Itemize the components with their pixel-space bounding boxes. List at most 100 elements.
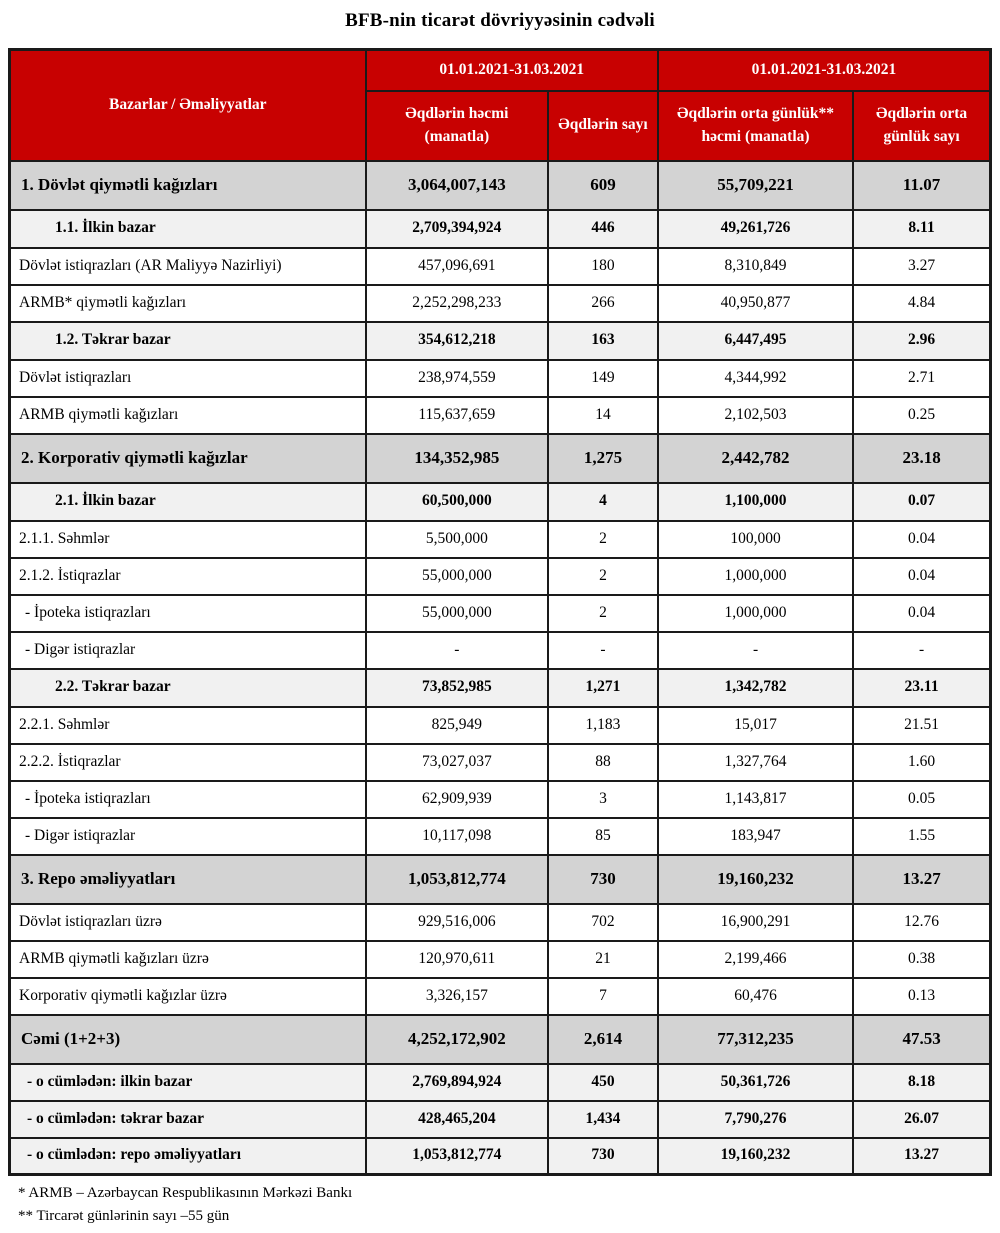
row-value: 4,344,992	[656, 358, 855, 398]
page-title: BFB-nin ticarət dövriyyəsinin cədvəli	[345, 10, 655, 31]
row-value: 0.07	[852, 481, 992, 522]
row-label: ARMB qiymətli kağızları üzrə	[8, 939, 367, 979]
row-value: 11.07	[852, 159, 992, 211]
row-value: 0.13	[852, 976, 992, 1016]
row-value: 3	[547, 779, 659, 819]
row-label: - İpoteka istiqrazları	[8, 779, 367, 819]
row-value: 6,447,495	[656, 320, 855, 361]
row-value: 1,327,764	[656, 742, 855, 782]
table-row: 2.1.1. Səhmlər 5,500,000 2 100,000 0.04	[8, 519, 992, 559]
column-header-avg-daily-count: Əqdlərin orta günlük sayı	[852, 89, 992, 162]
table-row: 2. Korporativ qiymətli kağızlar 134,352,9…	[8, 432, 992, 484]
row-value: 8,310,849	[656, 246, 855, 286]
row-value: 2	[547, 519, 659, 559]
row-value: 4,252,172,902	[364, 1013, 550, 1065]
row-value: 238,974,559	[364, 358, 550, 398]
row-value: 19,160,232	[656, 1136, 855, 1176]
row-value: 8.11	[852, 208, 992, 249]
row-value: 19,160,232	[656, 853, 855, 905]
row-value: 5,500,000	[364, 519, 550, 559]
row-value: 73,027,037	[364, 742, 550, 782]
row-label: 1.2. Təkrar bazar	[8, 320, 367, 361]
row-value: 77,312,235	[656, 1013, 855, 1065]
table-row: 2.1. İlkin bazar 60,500,000 4 1,100,000 0.07	[8, 481, 992, 522]
row-value: 1,053,812,774	[364, 853, 550, 905]
row-value: 2,614	[547, 1013, 659, 1065]
row-value: -	[852, 630, 992, 670]
row-value: 183,947	[656, 816, 855, 856]
footnote-armb: * ARMB – Azərbaycan Respublikasının Mərk…	[18, 1185, 353, 1201]
row-label: 1. Dövlət qiymətli kağızları	[8, 159, 367, 211]
row-value: 149	[547, 358, 659, 398]
row-label: 3. Repo əməliyyatları	[8, 853, 367, 905]
row-label: 2.1. İlkin bazar	[8, 481, 367, 522]
row-value: 2.96	[852, 320, 992, 361]
row-value: 3.27	[852, 246, 992, 286]
header-columns-row: Əqdlərin həcmi (manatla) Əqdlərin sayı Ə…	[10, 89, 992, 162]
row-value: 730	[547, 853, 659, 905]
row-value: 60,476	[656, 976, 855, 1016]
row-label: - Digər istiqrazlar	[8, 630, 367, 670]
table-row: 2.2.1. Səhmlər 825,949 1,183 15,017 21.51	[8, 705, 992, 745]
table-header: Bazarlar / Əməliyyatlar 01.01.2021-31.03…	[8, 48, 992, 162]
row-label: 1.1. İlkin bazar	[8, 208, 367, 249]
row-value: 1,143,817	[656, 779, 855, 819]
row-value: 450	[547, 1062, 659, 1102]
row-value: 8.18	[852, 1062, 992, 1102]
row-label: Dövlət istiqrazları üzrə	[8, 902, 367, 942]
row-value: 85	[547, 816, 659, 856]
row-value: 47.53	[852, 1013, 992, 1065]
row-label: ARMB qiymətli kağızları	[8, 395, 367, 435]
table-row: - İpoteka istiqrazları 55,000,000 2 1,000,0…	[8, 593, 992, 633]
table-row: - İpoteka istiqrazları 62,909,939 3 1,143,8…	[8, 779, 992, 819]
row-value: 49,261,726	[656, 208, 855, 249]
table-row: 1. Dövlət qiymətli kağızları 3,064,007,14…	[8, 159, 992, 211]
row-value: 16,900,291	[656, 902, 855, 942]
row-value: 0.25	[852, 395, 992, 435]
table-row: Dövlət istiqrazları (AR Maliyyə Nazirliy…	[8, 246, 992, 286]
row-value: 1,100,000	[656, 481, 855, 522]
row-value: 609	[547, 159, 659, 211]
row-value: 2	[547, 556, 659, 596]
row-value: 2,769,894,924	[364, 1062, 550, 1102]
table-row: 2.2.2. İstiqrazlar 73,027,037 88 1,327,764 1…	[8, 742, 992, 782]
table-row: ARMB qiymətli kağızları üzrə 120,970,611 2…	[8, 939, 992, 979]
table-row: ARMB* qiymətli kağızları 2,252,298,233 266…	[8, 283, 992, 323]
row-value: 1,053,812,774	[364, 1136, 550, 1176]
row-label: - İpoteka istiqrazları	[8, 593, 367, 633]
row-value: 21	[547, 939, 659, 979]
row-value: 2	[547, 593, 659, 633]
row-value: 4	[547, 481, 659, 522]
row-label: - o cümlədən: təkrar bazar	[8, 1099, 367, 1139]
row-value: 1,000,000	[656, 593, 855, 633]
row-value: 10,117,098	[364, 816, 550, 856]
row-value: 702	[547, 902, 659, 942]
row-value: 4.84	[852, 283, 992, 323]
table-row: 2.1.2. İstiqrazlar 55,000,000 2 1,000,000 0.…	[8, 556, 992, 596]
row-value: 0.04	[852, 593, 992, 633]
row-label: 2.2. Təkrar bazar	[8, 667, 367, 708]
row-value: 1,275	[547, 432, 659, 484]
row-value: 0.04	[852, 519, 992, 559]
row-value: 1,342,782	[656, 667, 855, 708]
row-value: 825,949	[364, 705, 550, 745]
table-row: - Digər istiqrazlar 10,117,098 85 183,947 1.…	[8, 816, 992, 856]
row-label: Cəmi (1+2+3)	[8, 1013, 367, 1065]
row-value: 100,000	[656, 519, 855, 559]
table-body: 1. Dövlət qiymətli kağızları 3,064,007,14…	[8, 159, 992, 1176]
row-value: 23.18	[852, 432, 992, 484]
row-value: 55,000,000	[364, 556, 550, 596]
row-value: 0.04	[852, 556, 992, 596]
table-row: - o cümlədən: ilkin bazar 2,769,894,924 45…	[8, 1062, 992, 1102]
corner-header-markets-operations: Bazarlar / Əməliyyatlar	[8, 48, 367, 162]
table-row: Korporativ qiymətli kağızlar üzrə 3,326,1…	[8, 976, 992, 1016]
row-value: 13.27	[852, 1136, 992, 1176]
row-value: 1,434	[547, 1099, 659, 1139]
row-value: -	[364, 630, 550, 670]
row-label: 2.2.1. Səhmlər	[8, 705, 367, 745]
row-value: 457,096,691	[364, 246, 550, 286]
footnote-trading-days: ** Tircarət günlərinin sayı –55 gün	[18, 1208, 230, 1225]
row-value: 2,442,782	[656, 432, 855, 484]
row-value: 120,970,611	[364, 939, 550, 979]
row-value: 60,500,000	[364, 481, 550, 522]
